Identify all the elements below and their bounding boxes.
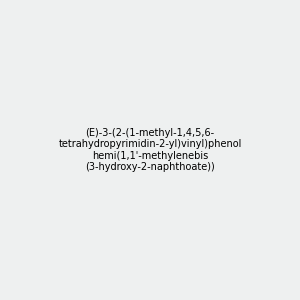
Text: (E)-3-(2-(1-methyl-1,4,5,6-
tetrahydropyrimidin-2-yl)vinyl)phenol
hemi(1,1'-meth: (E)-3-(2-(1-methyl-1,4,5,6- tetrahydropy… <box>58 128 242 172</box>
